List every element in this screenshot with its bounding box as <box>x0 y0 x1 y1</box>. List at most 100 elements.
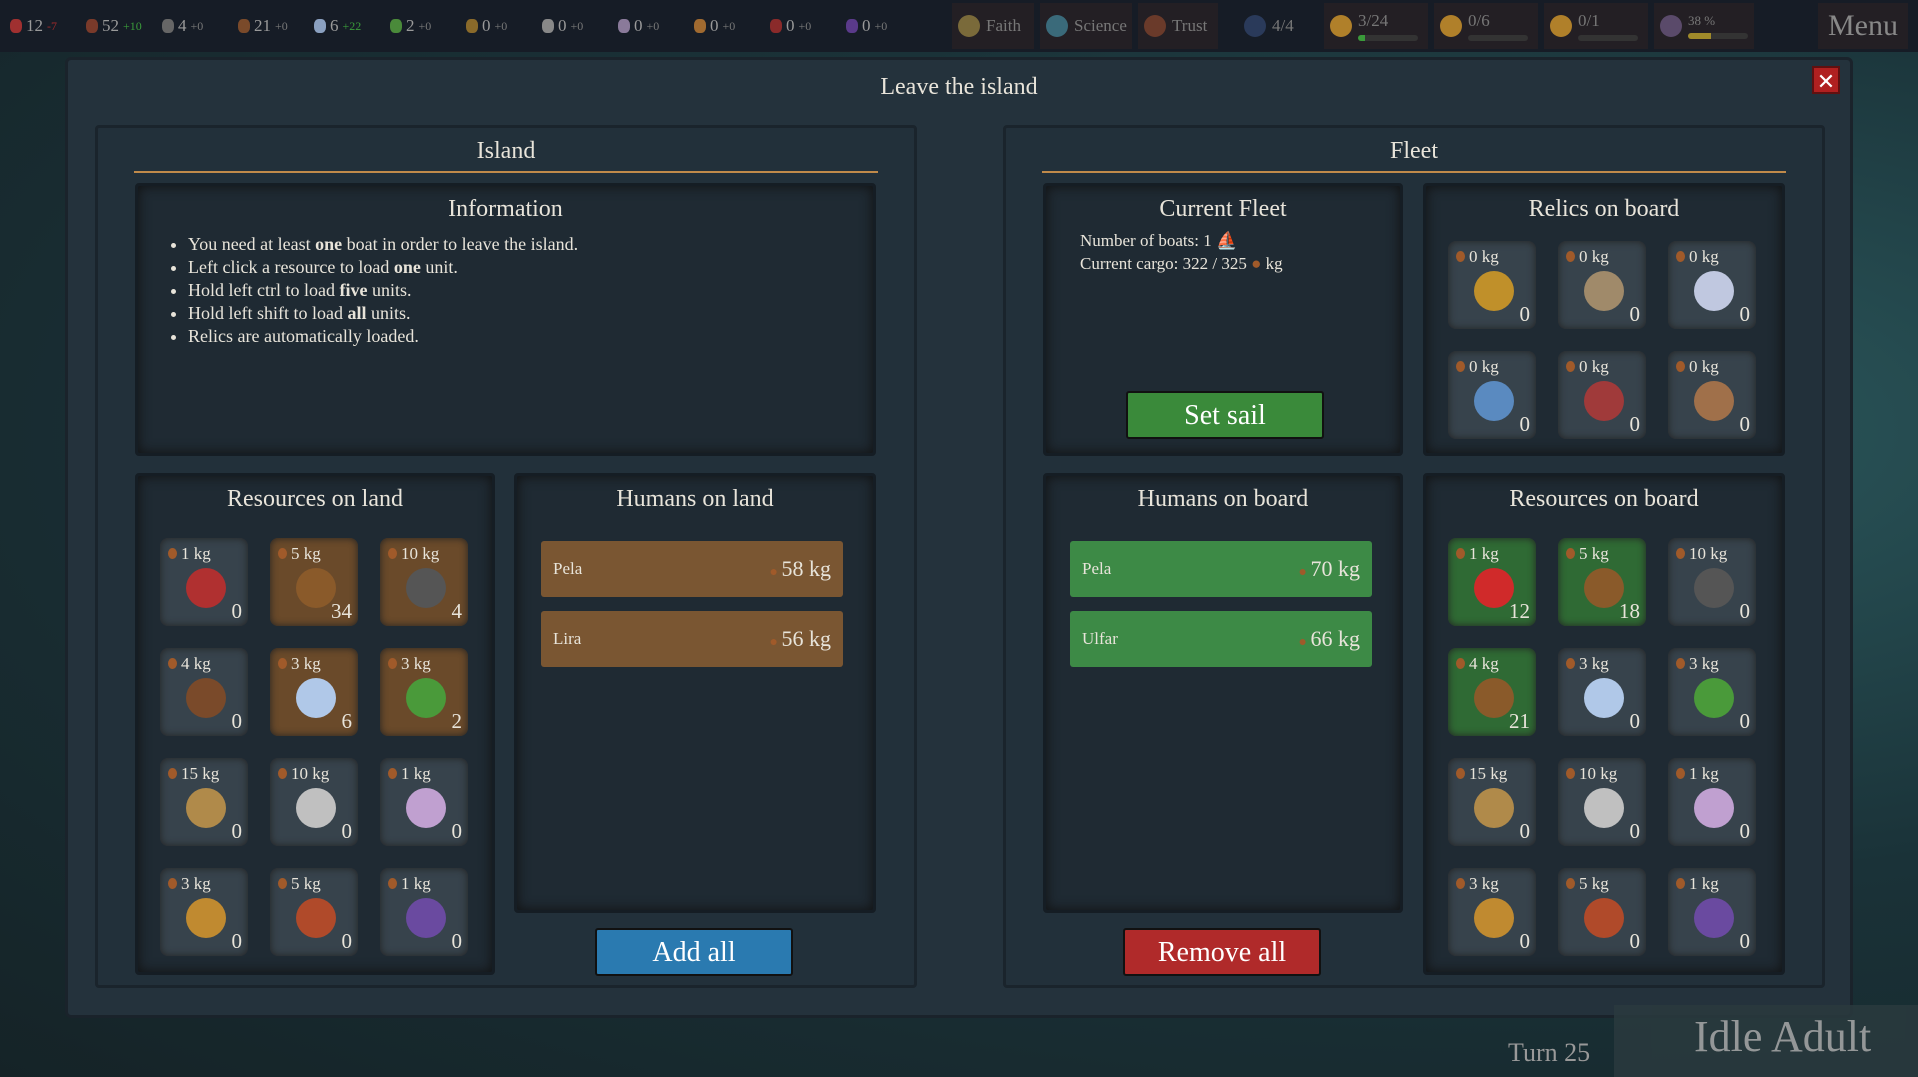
tile-weight: 3 kg <box>1676 654 1719 674</box>
cargo-unit: kg <box>1265 254 1283 273</box>
resource-tile[interactable]: 1 kg 0 <box>380 868 468 956</box>
human-row[interactable]: Pela ● 58 kg <box>541 541 843 597</box>
tile-weight: 5 kg <box>278 544 321 564</box>
item-icon <box>1694 788 1734 828</box>
tile-count: 0 <box>1519 819 1531 843</box>
resource-tile[interactable]: 3 kg 0 <box>1448 868 1536 956</box>
trust-button[interactable]: Trust <box>1138 3 1218 49</box>
resource-tile[interactable]: 5 kg 0 <box>1558 868 1646 956</box>
tile-count: 18 <box>1619 599 1640 623</box>
tile-weight: 1 kg <box>1456 544 1499 564</box>
resource-tile[interactable]: 1 kg 0 <box>380 758 468 846</box>
resources-on-board-title: Resources on board <box>1509 486 1699 512</box>
resource-counter: 21 +0 <box>238 16 304 36</box>
tile-weight: 4 kg <box>1456 654 1499 674</box>
boat-icon: ⛵ <box>1215 231 1238 250</box>
resource-delta: +0 <box>190 18 204 33</box>
resource-tile[interactable]: 5 kg 34 <box>270 538 358 626</box>
resource-counter: 6 +22 <box>314 16 380 36</box>
population: 4/4 <box>1238 3 1318 49</box>
resource-counter: 12 -7 <box>10 16 76 36</box>
resource-tile[interactable]: 10 kg 0 <box>270 758 358 846</box>
set-sail-button[interactable]: Set sail <box>1126 391 1324 439</box>
resource-tile[interactable]: 3 kg 0 <box>1558 648 1646 736</box>
resources-on-land-title: Resources on land <box>227 486 403 512</box>
human-row[interactable]: Pela ● 70 kg <box>1070 541 1372 597</box>
resource-counter: 0 +0 <box>846 16 912 36</box>
resource-tile[interactable]: 3 kg 6 <box>270 648 358 736</box>
human-row[interactable]: Lira ● 56 kg <box>541 611 843 667</box>
resources-on-land: Resources on land 1 kg 0 5 kg 34 10 kg 4 4 kg 0… <box>135 473 495 975</box>
resource-tile[interactable]: 5 kg 18 <box>1558 538 1646 626</box>
resource-tile[interactable]: 1 kg 12 <box>1448 538 1536 626</box>
resource-tile[interactable]: 10 kg 0 <box>1558 758 1646 846</box>
resource-value: 0 <box>862 16 871 35</box>
resource-tile[interactable]: 1 kg 0 <box>160 538 248 626</box>
resource-value: 0 <box>634 16 643 35</box>
resource-value: 21 <box>254 16 271 35</box>
resource-tile[interactable]: 1 kg 0 <box>1668 758 1756 846</box>
resource-counter: 2 +0 <box>390 16 456 36</box>
tile-count: 6 <box>341 709 353 733</box>
resource-tile[interactable]: 15 kg 0 <box>1448 758 1536 846</box>
cargo-value: Current cargo: 322 / 325 <box>1080 254 1247 273</box>
resource-tile[interactable]: 0 kg 0 <box>1668 241 1756 329</box>
item-icon <box>1474 898 1514 938</box>
star-icon <box>1440 15 1462 37</box>
humans-on-land-title: Humans on land <box>616 486 774 512</box>
resource-tile[interactable]: 0 kg 0 <box>1558 241 1646 329</box>
resource-tile[interactable]: 1 kg 0 <box>1668 868 1756 956</box>
current-fleet-box: Current Fleet Number of boats: 1 ⛵ Curre… <box>1043 183 1403 456</box>
resource-value: 52 <box>102 16 119 35</box>
item-icon <box>1694 271 1734 311</box>
weight-value: 58 kg <box>781 556 832 581</box>
star-icon <box>1330 15 1352 37</box>
add-all-button[interactable]: Add all <box>595 928 793 976</box>
tile-weight: 1 kg <box>388 764 431 784</box>
tile-weight: 0 kg <box>1566 247 1609 267</box>
relics-on-board: Relics on board 0 kg 0 0 kg 0 0 kg 0 0 kg 0 0 kg… <box>1423 183 1785 456</box>
resource-tile[interactable]: 0 kg 0 <box>1448 241 1536 329</box>
resource-tile[interactable]: 0 kg 0 <box>1668 351 1756 439</box>
tile-weight: 15 kg <box>168 764 219 784</box>
remove-all-button[interactable]: Remove all <box>1123 928 1321 976</box>
faith-button[interactable]: Faith <box>952 3 1034 49</box>
resource-value: 6 <box>330 16 339 35</box>
feather-icon <box>296 898 336 938</box>
resource-tile[interactable]: 0 kg 0 <box>1558 351 1646 439</box>
tile-count: 0 <box>1739 412 1751 436</box>
tile-count: 0 <box>231 709 243 733</box>
tile-weight: 3 kg <box>388 654 431 674</box>
resource-tile[interactable]: 4 kg 21 <box>1448 648 1536 736</box>
resource-tile[interactable]: 4 kg 0 <box>160 648 248 736</box>
human-row[interactable]: Ulfar ● 66 kg <box>1070 611 1372 667</box>
human-name: Pela <box>1082 559 1112 578</box>
island-panel: Island Information You need at least one… <box>95 125 917 988</box>
info-item: Relics are automatically loaded. <box>188 325 873 348</box>
human-name: Pela <box>553 559 583 578</box>
progress-percent: 38 % <box>1654 3 1754 49</box>
weight-icon: ● <box>769 635 782 650</box>
resource-tile[interactable]: 3 kg 0 <box>1668 648 1756 736</box>
turn-counter: Turn 25 <box>1508 1038 1591 1067</box>
tile-count: 0 <box>1739 819 1751 843</box>
resource-tile[interactable]: 15 kg 0 <box>160 758 248 846</box>
resource-tile[interactable]: 10 kg 4 <box>380 538 468 626</box>
info-text: units. <box>367 280 412 300</box>
resource-tile[interactable]: 0 kg 0 <box>1448 351 1536 439</box>
resource-tile[interactable]: 3 kg 0 <box>160 868 248 956</box>
gold-icon <box>466 19 478 33</box>
close-button[interactable]: ✕ <box>1812 66 1840 94</box>
resource-value: 2 <box>406 16 415 35</box>
tile-weight: 10 kg <box>1676 544 1727 564</box>
human-weight: ● 70 kg <box>1299 556 1360 582</box>
info-text: Left click a resource to load <box>188 257 394 277</box>
resource-tile[interactable]: 10 kg 0 <box>1668 538 1756 626</box>
tile-weight: 3 kg <box>278 654 321 674</box>
tile-count: 0 <box>1629 302 1641 326</box>
resource-tile[interactable]: 5 kg 0 <box>270 868 358 956</box>
menu-button[interactable]: Menu <box>1818 3 1908 49</box>
science-button[interactable]: Science <box>1040 3 1132 49</box>
resource-value: 0 <box>710 16 719 35</box>
resource-tile[interactable]: 3 kg 2 <box>380 648 468 736</box>
